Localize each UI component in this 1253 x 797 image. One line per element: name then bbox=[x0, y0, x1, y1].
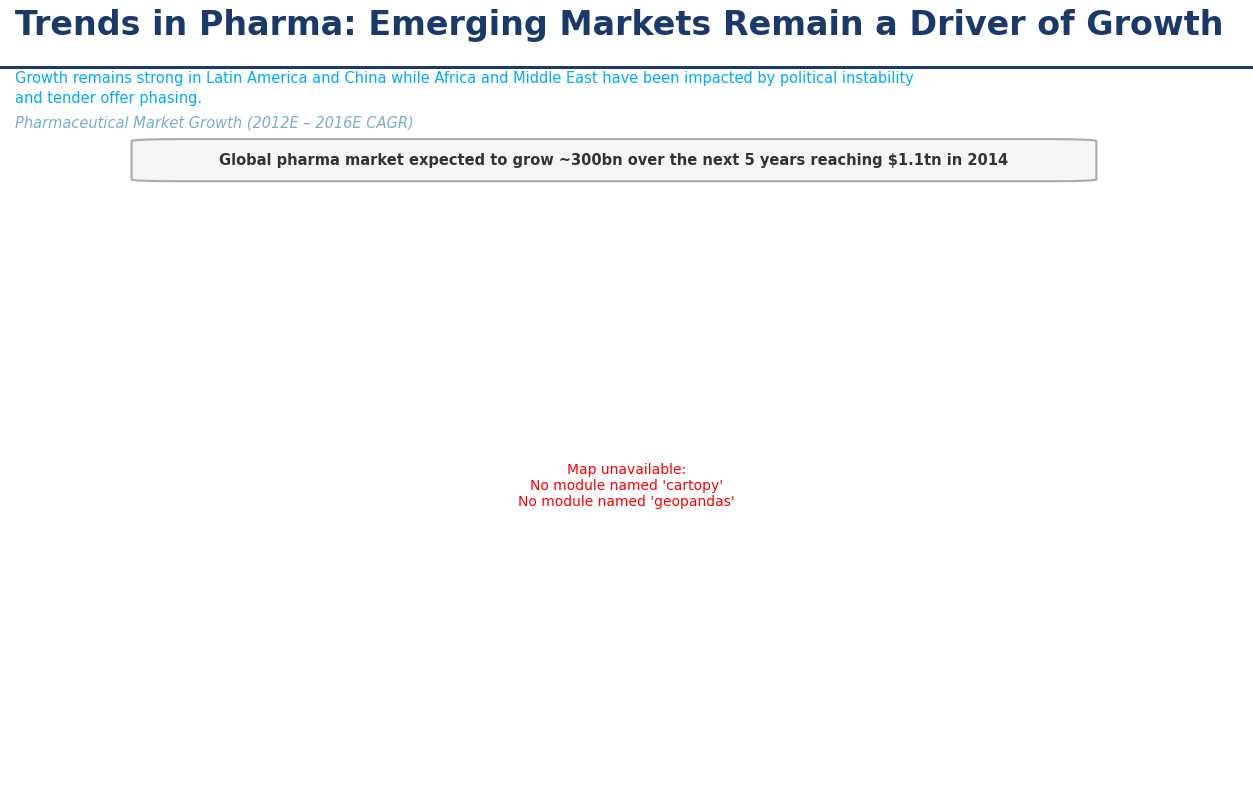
Text: Map unavailable:
No module named 'cartopy'
No module named 'geopandas': Map unavailable: No module named 'cartop… bbox=[519, 463, 734, 509]
Text: Growth remains strong in Latin America and China while Africa and Middle East ha: Growth remains strong in Latin America a… bbox=[15, 71, 913, 106]
Text: Global pharma market expected to grow ~300bn over the next 5 years reaching $1.1: Global pharma market expected to grow ~3… bbox=[219, 153, 1009, 167]
FancyBboxPatch shape bbox=[132, 139, 1096, 181]
Text: Pharmaceutical Market Growth (2012E – 2016E CAGR): Pharmaceutical Market Growth (2012E – 20… bbox=[15, 116, 413, 131]
Text: Trends in Pharma: Emerging Markets Remain a Driver of Growth: Trends in Pharma: Emerging Markets Remai… bbox=[15, 9, 1223, 41]
